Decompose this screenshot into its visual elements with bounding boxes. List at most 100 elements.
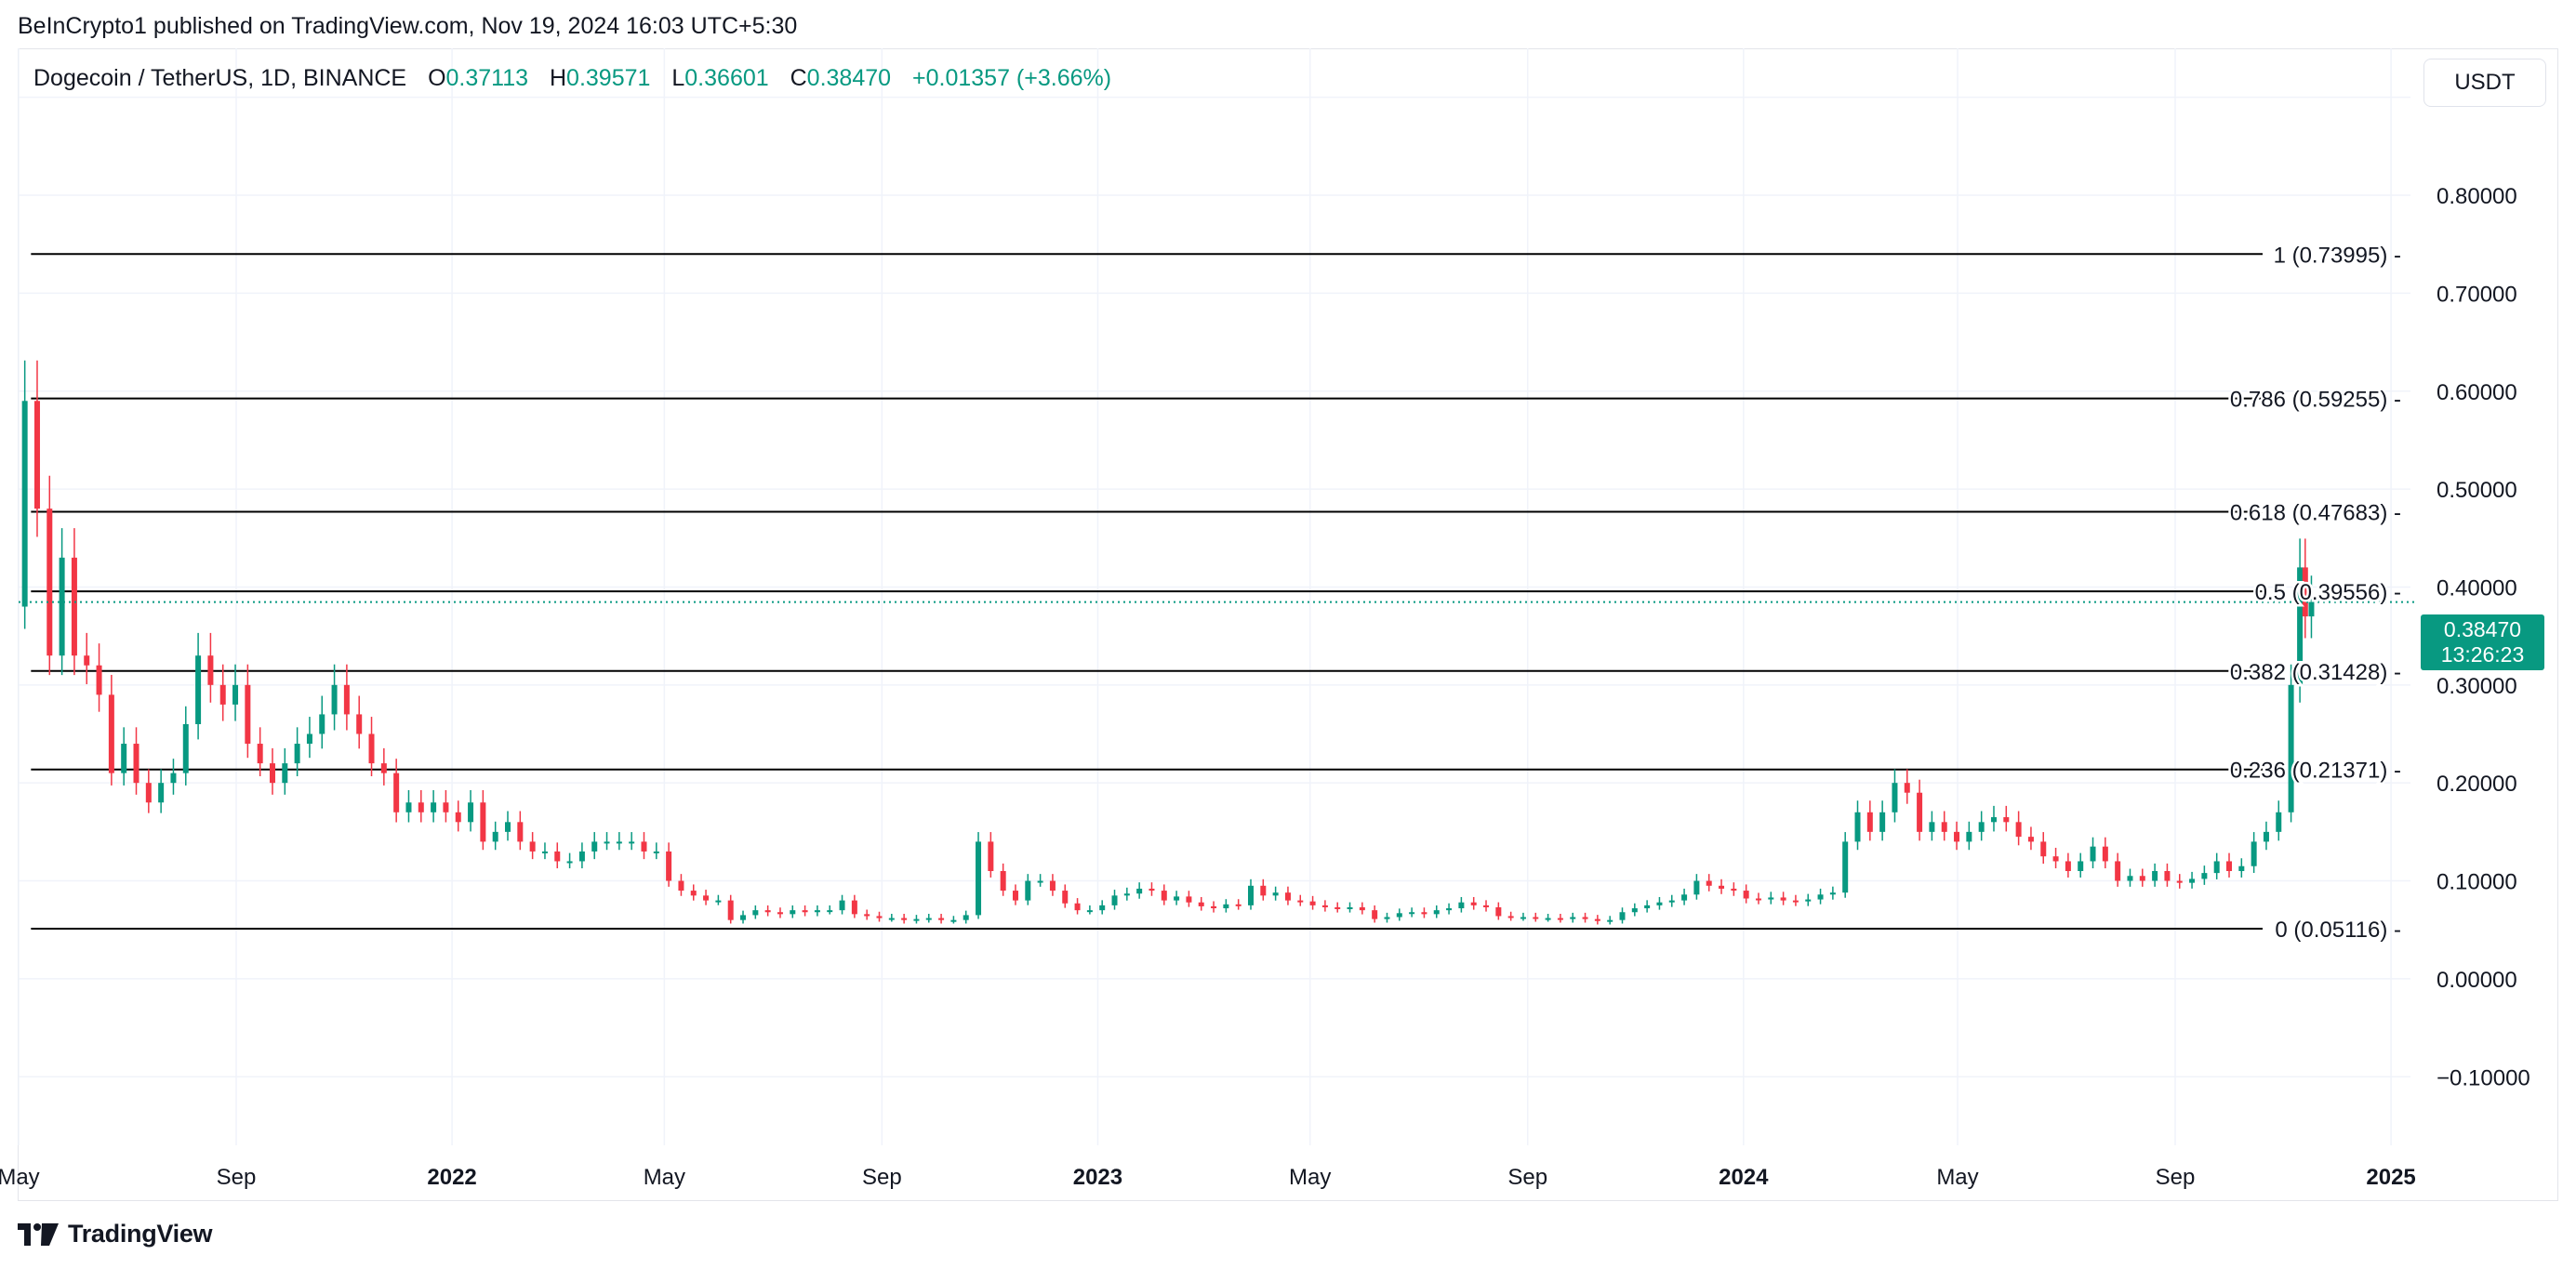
- candle-body: [1866, 812, 1873, 832]
- symbol-title[interactable]: Dogecoin / TetherUS, 1D, BINANCE: [33, 65, 407, 91]
- candle-body: [653, 851, 659, 853]
- candle-body: [46, 509, 53, 656]
- candle-body: [319, 714, 325, 734]
- y-tick-label: 0.30000: [2437, 674, 2517, 699]
- candle-body: [1223, 904, 1229, 909]
- close-label: C: [790, 65, 807, 91]
- ohlc-legend: Dogecoin / TetherUS, 1D, BINANCE O0.3711…: [33, 65, 1126, 92]
- candle-body: [480, 802, 486, 842]
- candle-body: [1954, 831, 1960, 842]
- candle-body: [269, 763, 275, 784]
- candle-body: [2040, 841, 2047, 857]
- candle-body: [2015, 822, 2022, 838]
- candle-body: [331, 684, 338, 715]
- candle-body: [195, 655, 202, 724]
- tradingview-logo-text: TradingView: [68, 1220, 213, 1248]
- candle-body: [1470, 902, 1477, 905]
- candle-body: [2139, 876, 2145, 881]
- candle-body: [591, 841, 598, 852]
- candle-body: [1904, 783, 1910, 793]
- candle-body: [988, 841, 994, 871]
- candle-body: [1817, 894, 1824, 900]
- candle-body: [764, 910, 771, 913]
- currency-button[interactable]: USDT: [2423, 59, 2546, 107]
- candle-body: [578, 851, 585, 862]
- candle-body: [1086, 910, 1093, 913]
- candle-body: [1854, 812, 1861, 842]
- candle-body: [864, 914, 870, 917]
- candle-body: [1000, 871, 1006, 892]
- candle-body: [1681, 894, 1688, 901]
- candle-body: [1570, 917, 1576, 919]
- candle-body: [418, 802, 424, 812]
- candle-body: [455, 812, 461, 823]
- candle-body: [740, 915, 747, 920]
- candle-body: [1359, 906, 1365, 911]
- current-price-tag: 0.38470 13:26:23: [2421, 614, 2544, 670]
- candle-body: [2276, 812, 2282, 832]
- candle-body: [1409, 912, 1415, 915]
- x-tick-label: 2024: [1719, 1165, 1769, 1190]
- candle-body: [715, 900, 722, 903]
- candle-body: [913, 918, 920, 921]
- candle-body: [566, 861, 573, 864]
- candle-body: [1433, 910, 1440, 915]
- candle-body: [666, 851, 672, 881]
- y-tick-label: 0.40000: [2437, 575, 2517, 601]
- candle-body: [1186, 896, 1192, 903]
- candle-body: [245, 684, 251, 745]
- candle-body: [1520, 917, 1526, 919]
- fib-label: 0.5 (0.39556) -: [2255, 580, 2401, 605]
- candle-body: [901, 918, 908, 920]
- candle-body: [777, 912, 783, 915]
- x-tick-label: Sep: [2156, 1165, 2196, 1190]
- candle-body: [431, 802, 437, 812]
- candle-body: [1594, 918, 1600, 921]
- candle-body: [2102, 846, 2108, 862]
- candle-body: [690, 891, 697, 896]
- candle-body: [1768, 897, 1774, 900]
- candle-body: [963, 915, 969, 920]
- candle-body: [616, 841, 622, 844]
- candle-body: [1483, 905, 1490, 907]
- candle-body: [59, 557, 65, 656]
- candle-body: [1074, 903, 1081, 911]
- y-tick-label: 0.00000: [2437, 968, 2517, 993]
- tradingview-logo-icon: [18, 1222, 59, 1246]
- candle-body: [1978, 822, 1985, 832]
- candle-body: [1161, 891, 1167, 901]
- candle-body: [121, 744, 127, 773]
- candle-body: [380, 763, 387, 773]
- candle-body: [219, 684, 226, 705]
- candle-body: [145, 783, 152, 803]
- candle-body: [790, 910, 796, 915]
- candle-body: [2176, 880, 2183, 883]
- candle-body: [343, 684, 350, 715]
- candle-body: [888, 918, 895, 920]
- x-tick-label: May: [644, 1165, 685, 1190]
- candle-body: [2226, 861, 2233, 871]
- x-tick-label: Sep: [1507, 1165, 1547, 1190]
- candle-body: [1272, 892, 1279, 896]
- candle-body: [1198, 902, 1204, 906]
- candle-body: [678, 880, 684, 892]
- y-tick-label: 0.20000: [2437, 772, 2517, 797]
- candle-body: [1668, 900, 1675, 903]
- candle-body: [641, 841, 647, 852]
- candle-body: [294, 744, 300, 764]
- candle-body: [207, 655, 214, 685]
- x-tick-label: May: [0, 1165, 40, 1190]
- candle-body: [306, 733, 312, 745]
- fib-label: 0.236 (0.21371) -: [2230, 759, 2401, 784]
- candle-body: [2238, 865, 2245, 871]
- candle-body: [1062, 891, 1069, 904]
- candle-body: [1805, 899, 1812, 902]
- open-value: 0.37113: [445, 65, 529, 91]
- candle-body: [839, 900, 845, 911]
- candle-body: [1025, 880, 1031, 901]
- candle-body: [21, 401, 28, 607]
- candle-body: [2263, 831, 2269, 842]
- tradingview-logo[interactable]: TradingView: [18, 1220, 213, 1248]
- candle-body: [925, 918, 932, 920]
